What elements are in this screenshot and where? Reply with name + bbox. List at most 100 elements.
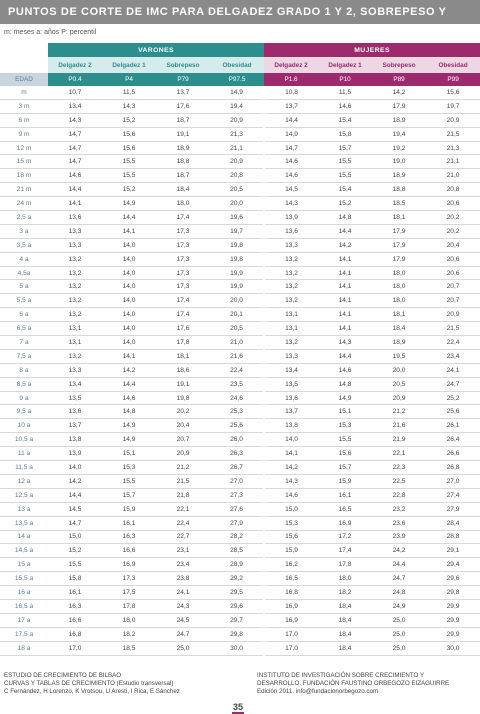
- value-cell: 29,5: [210, 585, 265, 600]
- value-cell: 14,7: [48, 127, 102, 142]
- value-cell: 10,7: [48, 86, 102, 100]
- value-cell: 15,6: [263, 530, 319, 545]
- value-cell: 17,3: [156, 252, 210, 267]
- value-cell: 24,7: [156, 627, 210, 642]
- value-cell: 14,3: [318, 335, 373, 350]
- value-cell: 18,4: [318, 627, 373, 642]
- value-cell: 23,1: [156, 543, 210, 559]
- value-cell: 13,4: [48, 99, 102, 114]
- value-cell: 13,7: [48, 418, 102, 434]
- value-cell: 14,8: [318, 377, 373, 392]
- value-cell: 14,1: [318, 321, 373, 337]
- value-cell: 15,2: [102, 113, 156, 128]
- value-cell: 13,4: [48, 377, 102, 392]
- value-cell: 18,0: [372, 266, 427, 281]
- value-cell: 15,3: [318, 418, 373, 434]
- table-row: 4,5a 13,2 14,0 17,3 19,9 13,2 14,1 18,0 20,6: [0, 266, 480, 281]
- value-cell: 17,4: [156, 293, 210, 309]
- value-cell: 14,1: [102, 349, 156, 364]
- value-cell: 17,9: [372, 99, 427, 114]
- group-header-mujeres: MUJERES: [264, 43, 480, 57]
- age-cell: 17 a: [0, 613, 48, 628]
- value-cell: 28,2: [210, 530, 265, 545]
- value-cell: 16,9: [263, 599, 319, 614]
- value-cell: 25,2: [426, 391, 480, 406]
- value-cell: 20,6: [426, 252, 480, 267]
- value-cell: 23,4: [426, 349, 480, 364]
- value-cell: 18,1: [156, 349, 210, 364]
- value-cell: 25,0: [372, 627, 427, 642]
- value-cell: 13,7: [156, 86, 210, 100]
- value-cell: 21,2: [372, 404, 427, 420]
- age-cell: 10,5 a: [0, 432, 48, 448]
- value-cell: 13,5: [263, 377, 319, 392]
- value-cell: 13,6: [263, 224, 319, 239]
- value-cell: 14,9: [102, 432, 156, 448]
- value-cell: 14,9: [263, 127, 319, 142]
- value-cell: 20,5: [372, 377, 427, 392]
- value-cell: 19,9: [210, 279, 265, 295]
- value-cell: 14,1: [318, 266, 373, 281]
- value-cell: 14,8: [102, 404, 156, 420]
- value-cell: 14,0: [102, 335, 156, 350]
- value-cell: 18,1: [372, 307, 427, 323]
- age-cell: 15 a: [0, 557, 48, 573]
- age-cell: 11 a: [0, 446, 48, 462]
- value-cell: 16,8: [263, 585, 319, 600]
- age-cell: 14 a: [0, 530, 48, 545]
- value-cell: 13,3: [263, 349, 319, 364]
- value-cell: 13,2: [48, 252, 102, 267]
- age-cell: 8,5 a: [0, 377, 48, 392]
- value-cell: 14,1: [102, 224, 156, 239]
- value-cell: 29,6: [426, 571, 480, 587]
- value-cell: 14,3: [263, 474, 319, 489]
- value-cell: 21,2: [156, 460, 210, 475]
- value-cell: 22,8: [372, 488, 427, 503]
- value-cell: 17,3: [156, 238, 210, 253]
- value-cell: 19,0: [372, 154, 427, 170]
- age-cell: 3 a: [0, 224, 48, 239]
- value-cell: 26,6: [426, 446, 480, 462]
- value-cell: 28,8: [426, 530, 480, 545]
- value-cell: 19,8: [210, 238, 265, 253]
- column-header-sobrepeso-varones: Sobrepeso: [156, 57, 210, 73]
- table-row: 5,5 a 13,2 14,0 17,4 20,0 13,2 14,1 18,0 20,7: [0, 293, 480, 309]
- table-row: m 10,7 11,5 13,7 14,9 10,8 11,5 14,2 15,6: [0, 86, 480, 100]
- footer-line: Edición 2011. info@fundacionorbegozo.com: [257, 688, 379, 695]
- value-cell: 15,2: [48, 543, 102, 559]
- value-cell: 14,9: [102, 418, 156, 434]
- value-cell: 26,1: [426, 418, 480, 434]
- value-cell: 16,6: [102, 543, 156, 559]
- value-cell: 18,4: [318, 599, 373, 614]
- value-cell: 14,1: [48, 196, 102, 212]
- value-cell: 18,4: [372, 321, 427, 337]
- value-cell: 17,9: [372, 252, 427, 267]
- value-cell: 18,8: [156, 154, 210, 170]
- value-cell: 16,5: [263, 571, 319, 587]
- value-cell: 21,0: [210, 335, 265, 350]
- value-cell: 24,5: [156, 613, 210, 628]
- value-cell: 20,7: [156, 432, 210, 448]
- value-cell: 19,1: [156, 377, 210, 392]
- table-row: 3,5 a 13,3 14,0 17,3 19,8 13,3 14,2 17,9 20,4: [0, 238, 480, 253]
- value-cell: 15,8: [318, 127, 373, 142]
- value-cell: 26,0: [210, 432, 265, 448]
- value-cell: 13,1: [263, 307, 319, 323]
- age-cell: 4 a: [0, 252, 48, 267]
- age-cell: 24 m: [0, 196, 48, 212]
- value-cell: 23,4: [156, 557, 210, 573]
- value-cell: 13,6: [263, 391, 319, 406]
- value-cell: 30,0: [210, 641, 265, 656]
- value-cell: 29,8: [210, 627, 265, 642]
- value-cell: 14,7: [48, 141, 102, 156]
- table-row: 13,5 a 14,7 16,1 22,4 27,9 15,3 16,9 23,6 28,4: [0, 516, 480, 531]
- value-cell: 20,1: [210, 307, 265, 323]
- column-header-delgadez2-varones: Delgadez 2: [48, 57, 102, 73]
- value-cell: 16,9: [263, 613, 319, 628]
- footer-line: INSTITUTO DE INVESTIGACIÓN SOBRE CRECIMI…: [257, 672, 425, 679]
- value-cell: 13,2: [263, 293, 319, 309]
- value-cell: 14,1: [318, 307, 373, 323]
- value-cell: 14,2: [48, 474, 102, 489]
- table-row: 24 m 14,1 14,9 18,0 20,0 14,3 15,2 18,5 20,6: [0, 196, 480, 212]
- value-cell: 20,9: [156, 446, 210, 462]
